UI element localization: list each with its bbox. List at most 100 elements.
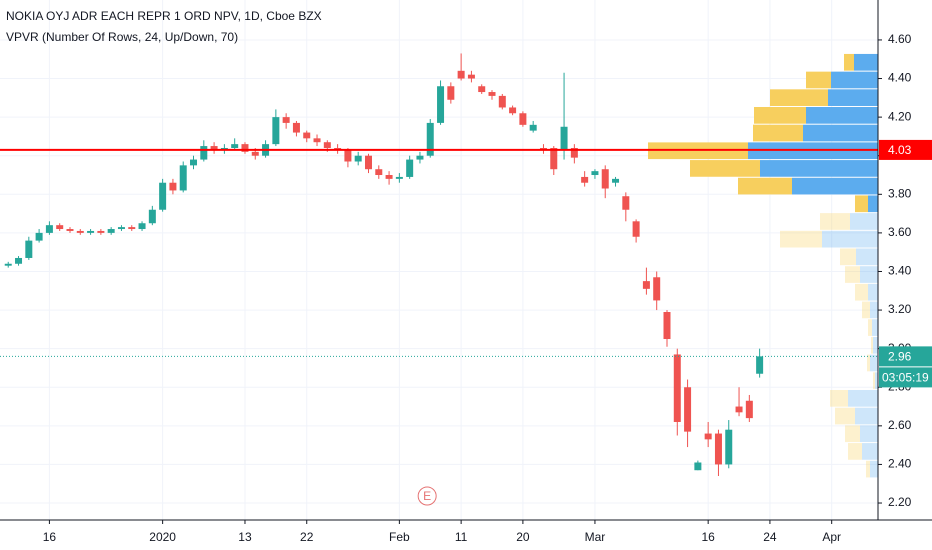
candle-body [128, 227, 136, 230]
candle-body [45, 225, 53, 233]
y-tick-label: 3.40 [888, 264, 912, 278]
candle-body [364, 155, 372, 170]
price-badge [879, 139, 932, 160]
y-tick-label: 3.80 [888, 186, 912, 200]
candle-body [97, 230, 105, 233]
candle-body [282, 117, 290, 123]
profile-down [820, 213, 850, 230]
candle-body [87, 230, 95, 233]
profile-up [760, 160, 878, 177]
profile-down [866, 460, 870, 478]
candle-body [663, 312, 671, 340]
profile-down [780, 230, 822, 248]
x-tick-label: 11 [455, 530, 468, 544]
x-tick-label: 13 [238, 530, 252, 544]
candle-body [395, 176, 403, 179]
profile-up [868, 195, 878, 213]
candle-body [25, 240, 33, 258]
profile-down [754, 107, 806, 124]
candle-body [612, 178, 620, 183]
last-price-badge [879, 346, 932, 367]
profile-down [848, 443, 862, 460]
countdown-badge [879, 367, 932, 388]
profile-up [870, 301, 878, 319]
profile-down [862, 301, 870, 319]
candle-body [519, 113, 527, 125]
candle-body [107, 229, 115, 233]
candle-body [406, 159, 414, 177]
candle-body [76, 230, 84, 233]
candle-body [550, 147, 558, 170]
profile-down [855, 283, 868, 301]
candle-body [344, 149, 352, 162]
candle-body [756, 356, 764, 374]
candle-body [745, 400, 753, 419]
candle-body [581, 176, 589, 183]
chart-title: NOKIA OYJ ADR EACH REPR 1 ORD NPV, 1D, C… [6, 9, 322, 23]
profile-up [806, 107, 878, 124]
candle-body [303, 132, 311, 139]
profile-up [872, 319, 878, 336]
candle-body [591, 171, 599, 176]
candle-body [673, 354, 681, 422]
candle-body [4, 263, 12, 266]
candle-body [735, 406, 743, 413]
candle-body [642, 281, 650, 289]
candle-body [385, 175, 393, 179]
profile-up [870, 460, 878, 478]
candle-body [190, 159, 198, 166]
profile-down [855, 195, 868, 213]
profile-down [845, 425, 860, 443]
earnings-marker [417, 486, 437, 506]
profile-up [803, 124, 878, 142]
profile-up [870, 354, 878, 372]
profile-up [875, 372, 878, 390]
x-tick-label: 22 [300, 530, 314, 544]
candle-body [467, 74, 475, 79]
candle-body [498, 95, 506, 108]
candle-body [148, 209, 156, 224]
candle-body [292, 122, 300, 133]
indicator-label: VPVR (Number Of Rows, 24, Up/Down, 70) [6, 30, 238, 44]
candle-body [714, 433, 722, 465]
candle-body [509, 107, 517, 114]
profile-down [830, 390, 848, 407]
y-tick-label: 3.60 [888, 225, 912, 239]
x-tick-label: Mar [585, 530, 606, 544]
profile-down [835, 407, 855, 425]
candle-body [704, 433, 712, 440]
candle-body [117, 227, 125, 230]
candle-body [251, 151, 259, 156]
candle-body [560, 126, 568, 150]
y-tick-label: 4.20 [888, 109, 912, 123]
candle-body [231, 144, 239, 148]
x-tick-label: 20 [516, 530, 530, 544]
profile-down [844, 53, 854, 71]
profile-down [738, 177, 792, 195]
candle-body [35, 232, 43, 241]
candle-body [179, 165, 187, 191]
profile-up [873, 336, 878, 354]
y-tick-label: 4.60 [888, 32, 912, 46]
candle-body [210, 146, 218, 150]
price-badge-label: 4.03 [888, 143, 912, 157]
y-tick-label: 4.40 [888, 71, 912, 85]
candle-body [694, 462, 702, 471]
candle-body [529, 124, 537, 131]
profile-up [855, 407, 878, 425]
candle-body [601, 169, 609, 189]
profile-down [806, 71, 831, 89]
candle-body [416, 155, 424, 160]
profile-up [860, 425, 878, 443]
candle-body [437, 86, 445, 123]
axes: 2.202.402.602.803.003.203.403.603.804.00… [43, 32, 932, 544]
countdown-label: 03:05:19 [882, 371, 929, 385]
candle-body [622, 196, 630, 210]
candle-body [15, 257, 23, 264]
profile-up [792, 177, 878, 195]
profile-up [828, 89, 878, 107]
profile-down [845, 266, 860, 283]
profile-down [840, 248, 856, 266]
candle-body [200, 146, 208, 160]
